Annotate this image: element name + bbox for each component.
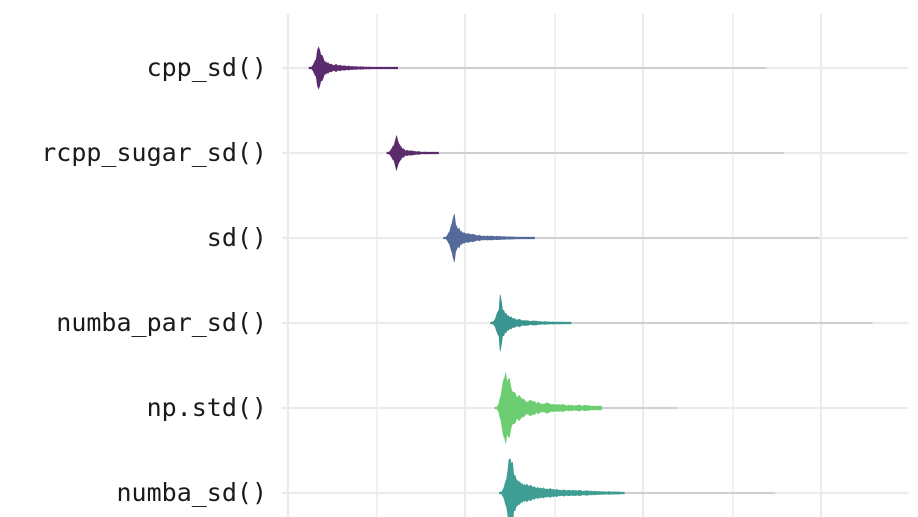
y-tick-label: np.std() (147, 393, 267, 422)
y-tick-label: cpp_sd() (147, 53, 267, 82)
violin-sd (443, 214, 536, 262)
violin-rcpp-sugar-sd (386, 134, 439, 172)
violin-np-std (494, 372, 603, 444)
y-tick-label: numba_par_sd() (56, 308, 267, 337)
category-labels: cpp_sd() rcpp_sugar_sd() sd() numba_par_sd(… (41, 53, 267, 507)
grid (282, 14, 908, 517)
y-tick-label: sd() (207, 223, 267, 252)
violin-numba-sd (499, 458, 625, 517)
violin-cpp-sd (308, 46, 399, 90)
y-tick-label: numba_sd() (116, 478, 267, 507)
violins (308, 46, 873, 517)
violin-numba-par-sd (490, 294, 572, 352)
y-tick-label: rcpp_sugar_sd() (41, 138, 267, 167)
